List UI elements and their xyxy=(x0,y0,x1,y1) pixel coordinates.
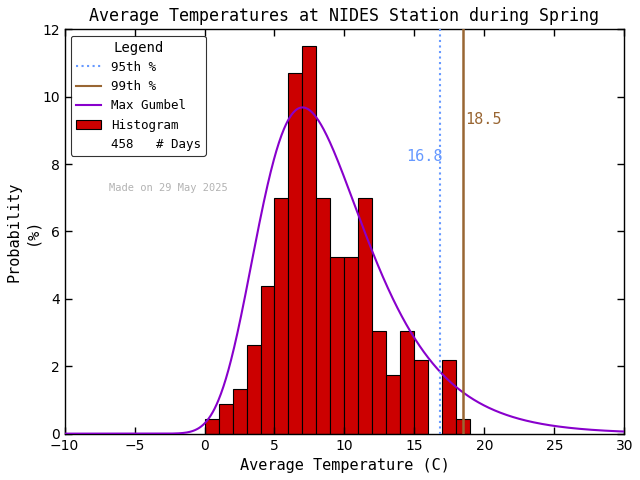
Bar xyxy=(218,404,232,433)
Bar xyxy=(358,198,372,433)
Text: 18.5: 18.5 xyxy=(465,112,502,127)
Text: Made on 29 May 2025: Made on 29 May 2025 xyxy=(109,183,228,193)
Bar xyxy=(401,331,415,433)
Bar xyxy=(260,287,275,433)
Bar xyxy=(275,198,289,433)
Text: 16.8: 16.8 xyxy=(406,149,442,164)
Bar xyxy=(289,73,303,433)
Bar xyxy=(415,360,428,433)
Bar xyxy=(442,360,456,433)
Title: Average Temperatures at NIDES Station during Spring: Average Temperatures at NIDES Station du… xyxy=(90,7,600,25)
Bar xyxy=(303,46,316,433)
Y-axis label: Probability
(%): Probability (%) xyxy=(7,181,39,282)
Bar xyxy=(205,419,218,433)
Bar xyxy=(232,389,246,433)
Bar xyxy=(316,198,330,433)
Bar xyxy=(344,257,358,433)
Bar xyxy=(387,375,401,433)
Legend: 95th %, 99th %, Max Gumbel, Histogram, 458   # Days: 95th %, 99th %, Max Gumbel, Histogram, 4… xyxy=(71,36,206,156)
Bar xyxy=(330,257,344,433)
Bar xyxy=(246,345,260,433)
Bar xyxy=(456,419,470,433)
X-axis label: Average Temperature (C): Average Temperature (C) xyxy=(239,458,449,473)
Bar xyxy=(372,331,387,433)
